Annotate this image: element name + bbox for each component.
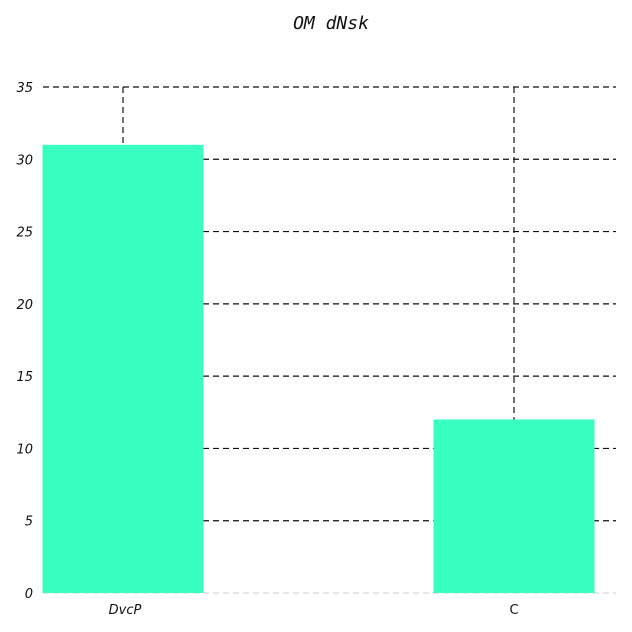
y-tick-label: 5 bbox=[25, 515, 33, 530]
bar-C bbox=[433, 419, 595, 593]
y-tick-label: 35 bbox=[16, 81, 33, 96]
x-axis-ticks: DvcP C bbox=[109, 603, 519, 618]
y-tick-label: 25 bbox=[16, 226, 33, 241]
whisker-layer bbox=[122, 87, 515, 420]
x-tick-label: C bbox=[509, 603, 518, 618]
x-tick-label: DvcP bbox=[109, 603, 142, 618]
y-tick-label: 0 bbox=[25, 587, 33, 602]
y-axis-ticks: 0 5 10 15 20 25 30 35 bbox=[16, 81, 33, 602]
y-tick-label: 30 bbox=[16, 153, 33, 168]
chart-title: OM dNsk bbox=[293, 13, 369, 34]
y-tick-label: 15 bbox=[16, 370, 33, 385]
bar-layer bbox=[42, 144, 595, 594]
bar-DvcP bbox=[42, 144, 204, 594]
y-tick-label: 10 bbox=[16, 442, 33, 457]
y-tick-label: 20 bbox=[16, 298, 33, 313]
